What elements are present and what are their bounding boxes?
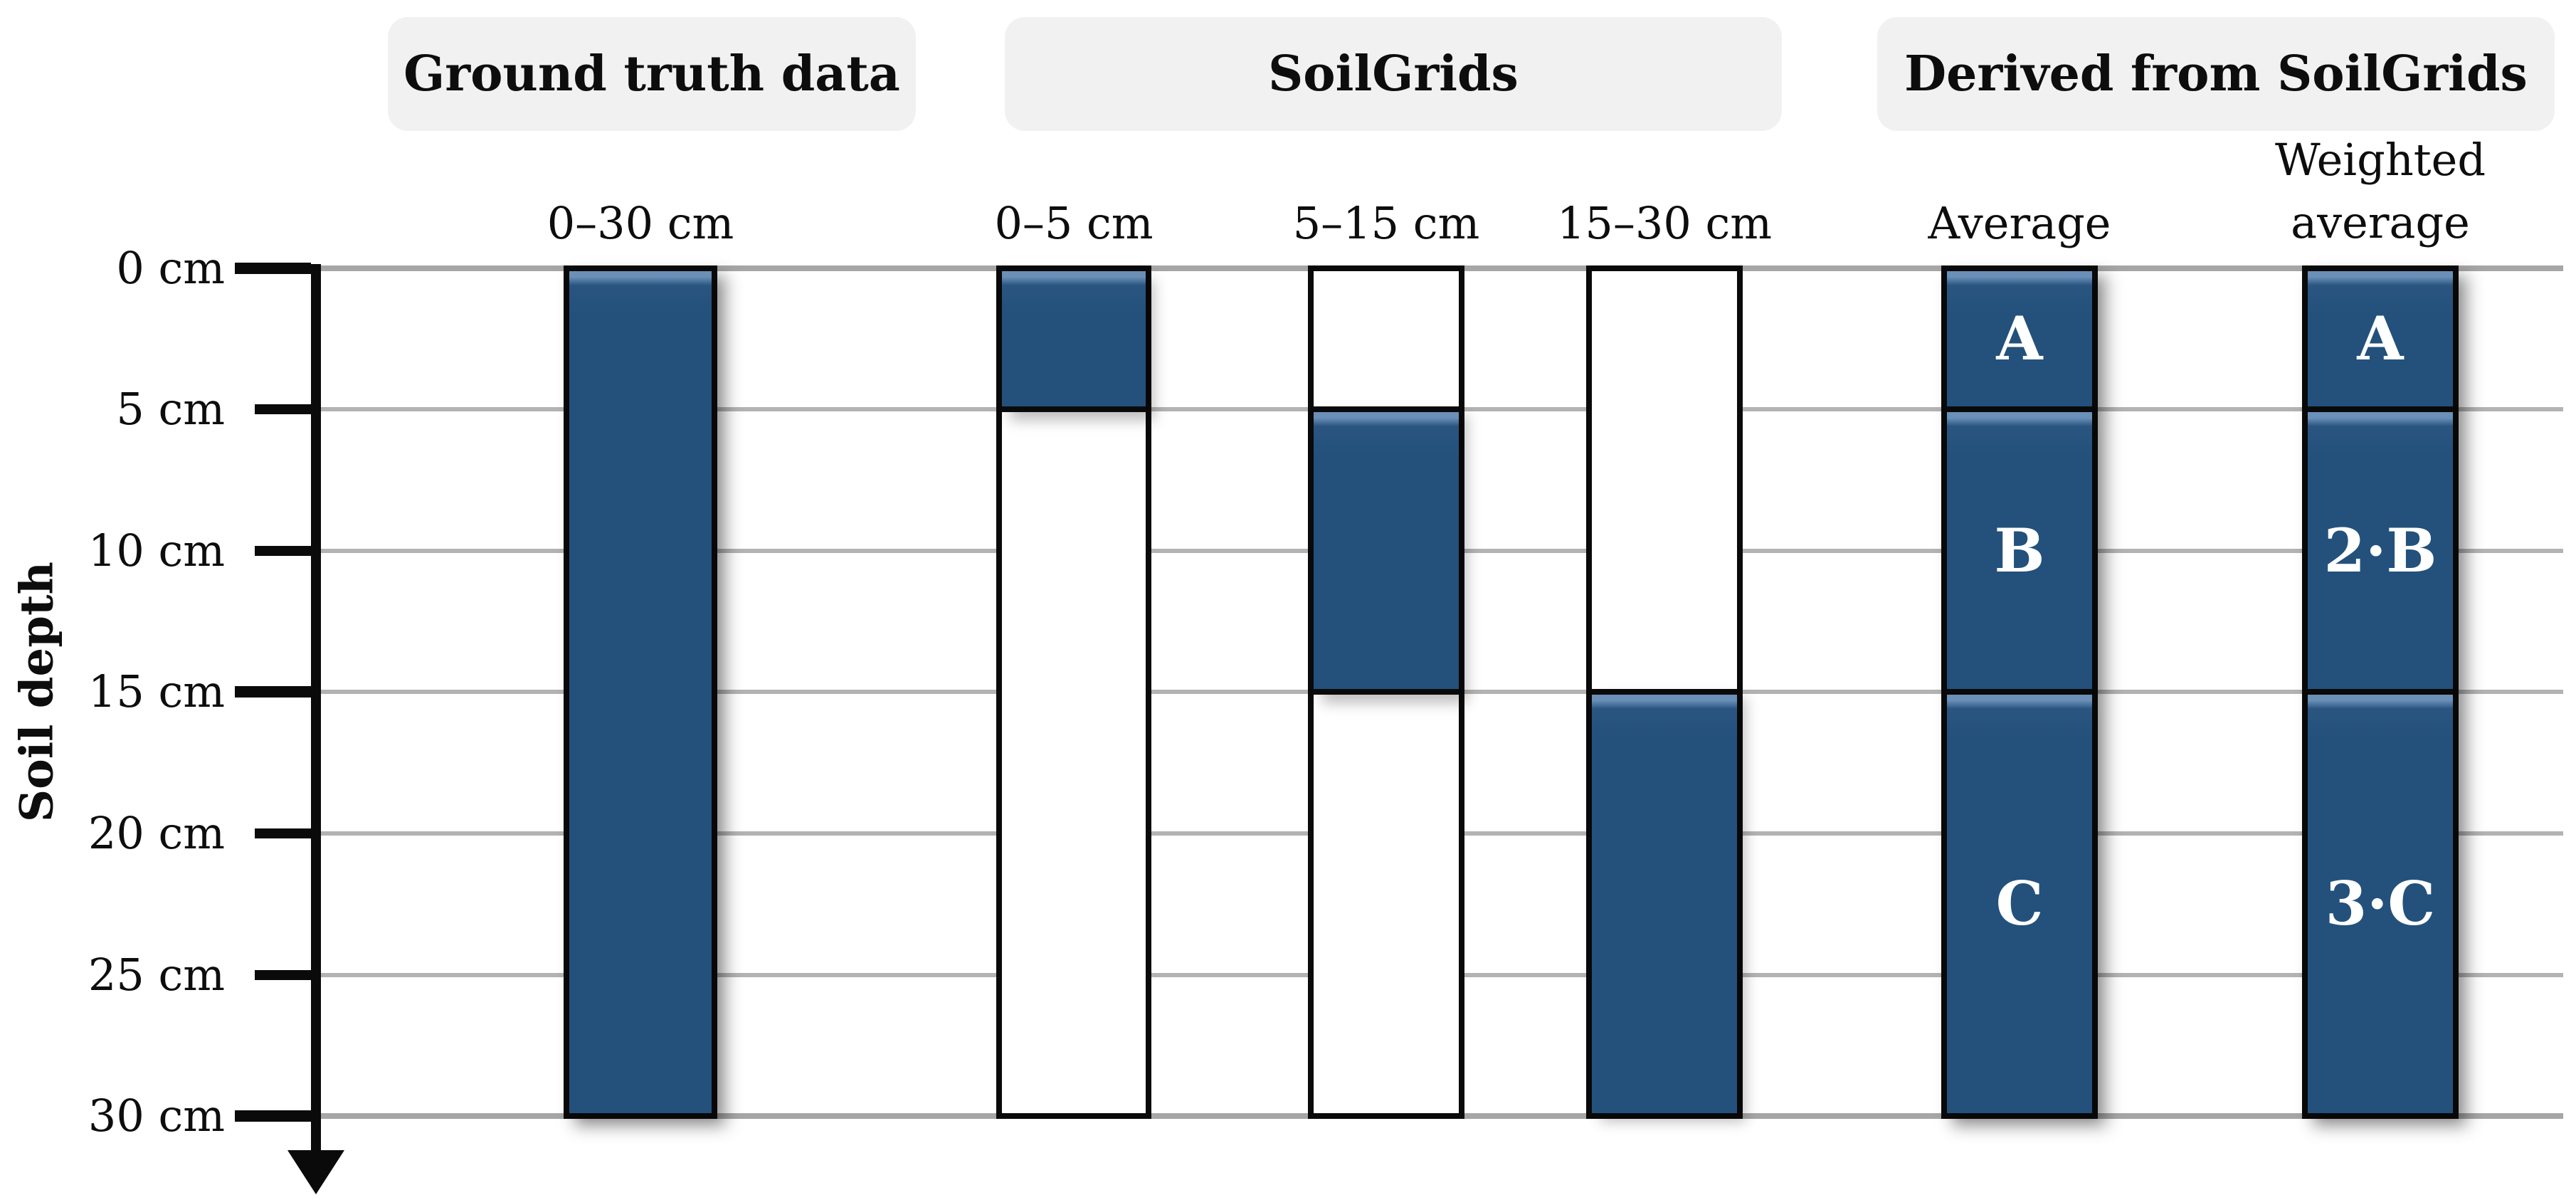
segment-label-3c: 3·C — [2325, 868, 2436, 939]
bar-soilgrids-0-5-fill — [1002, 271, 1146, 412]
tick-label-10cm: 10 cm — [88, 525, 225, 577]
bar-soilgrids-5-15 — [1308, 265, 1464, 1119]
column-label-15-30cm: 15–30 cm — [1556, 197, 1772, 249]
tick-label-25cm: 25 cm — [88, 949, 225, 1001]
bar-soilgrids-15-30-fill — [1592, 689, 1737, 1113]
depth-axis-line — [311, 264, 321, 1152]
y-axis-title: Soil depth — [10, 561, 64, 823]
bar-weighted-segment-2b: 2·B — [2308, 412, 2453, 695]
segment-label-2b: 2·B — [2323, 515, 2437, 586]
bar-weighted-average: A 2·B 3·C — [2302, 265, 2459, 1119]
segment-label-wa: A — [2357, 303, 2404, 374]
column-label-average: Average — [1928, 197, 2111, 249]
depth-axis-arrow-icon — [287, 1150, 344, 1194]
bar-ground-truth-0-30 — [564, 265, 717, 1119]
group-header-soilgrids: SoilGrids — [1005, 17, 1782, 131]
group-header-derived: Derived from SoilGrids — [1877, 17, 2555, 131]
bar-average-segment-a: A — [1947, 271, 2092, 412]
tick-30cm — [235, 1110, 311, 1122]
column-label-0-30cm: 0–30 cm — [547, 197, 734, 249]
tick-label-5cm: 5 cm — [116, 383, 225, 435]
segment-label-b: B — [1994, 515, 2045, 586]
tick-20cm — [255, 828, 311, 838]
tick-0cm — [235, 263, 311, 274]
tick-label-30cm: 30 cm — [88, 1090, 225, 1142]
column-label-5-15cm: 5–15 cm — [1292, 197, 1480, 249]
column-label-weighted-line1: Weighted — [2274, 134, 2486, 186]
bar-weighted-segment-a: A — [2308, 271, 2453, 412]
tick-25cm — [255, 970, 311, 980]
bar-average-segment-c: C — [1947, 695, 2092, 1113]
tick-label-0cm: 0 cm — [116, 242, 225, 294]
column-label-weighted-line2: average — [2291, 196, 2470, 248]
group-header-ground-truth: Ground truth data — [388, 17, 916, 131]
tick-label-20cm: 20 cm — [88, 807, 225, 859]
tick-label-15cm: 15 cm — [88, 665, 225, 717]
tick-15cm — [235, 686, 311, 698]
tick-5cm — [255, 404, 311, 414]
bar-ground-truth-fill — [569, 271, 712, 1113]
column-label-weighted-average: Weighted average — [2195, 129, 2565, 254]
segment-label-c: C — [1995, 868, 2044, 939]
bar-average: A B C — [1941, 265, 2098, 1119]
bar-weighted-segment-3c: 3·C — [2308, 695, 2453, 1113]
tick-10cm — [255, 546, 311, 556]
segment-label-a: A — [1996, 303, 2043, 374]
column-label-0-5cm: 0–5 cm — [994, 197, 1154, 249]
bar-soilgrids-5-15-fill — [1314, 406, 1459, 695]
bar-average-segment-b: B — [1947, 412, 2092, 695]
bar-soilgrids-0-5 — [996, 265, 1151, 1119]
bar-soilgrids-15-30 — [1586, 265, 1743, 1119]
